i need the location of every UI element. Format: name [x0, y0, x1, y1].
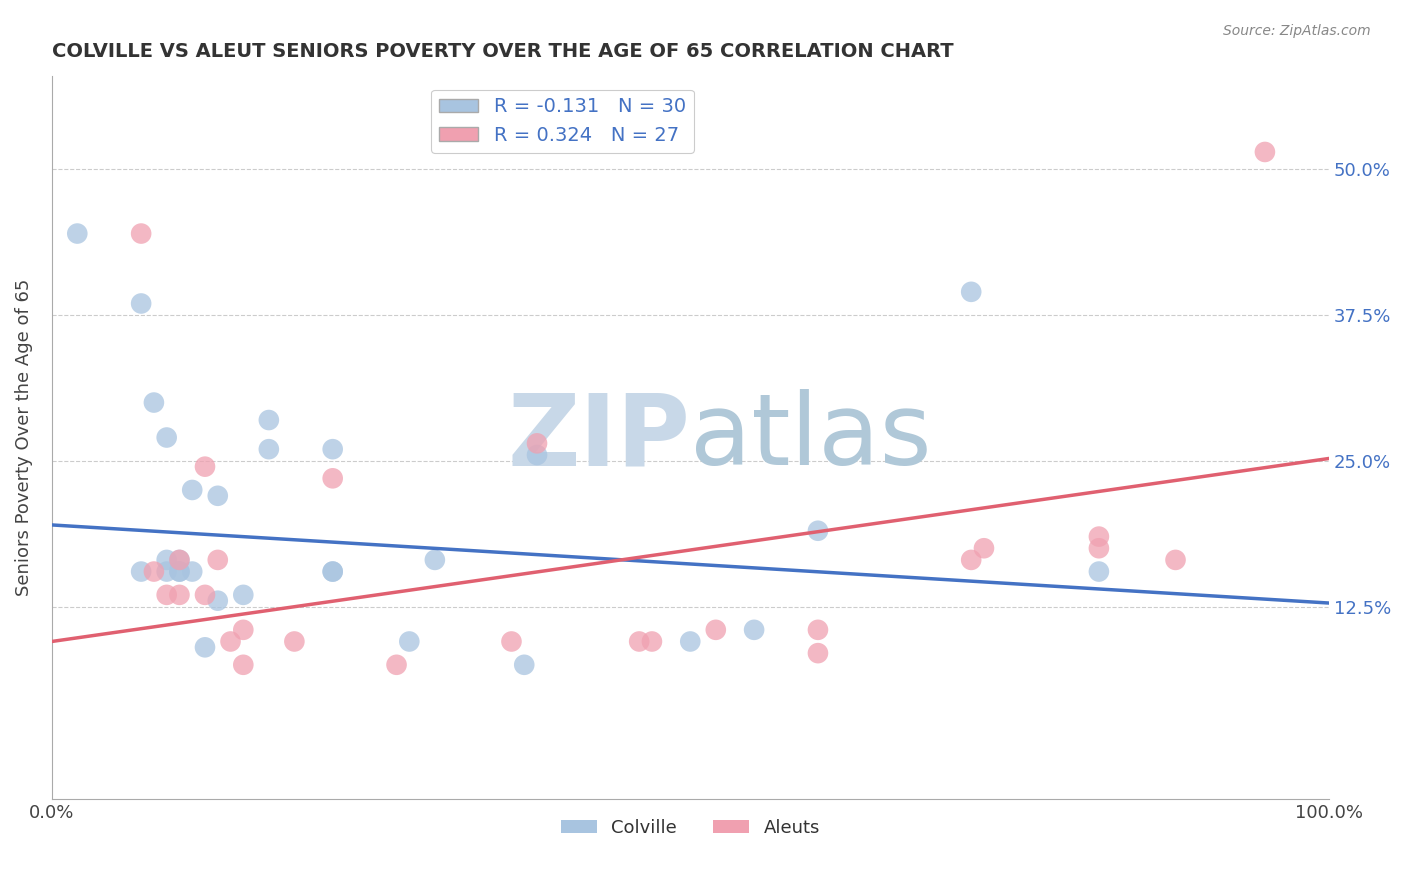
Point: [181, 483, 204, 497]
Point: [142, 395, 165, 409]
Point: [169, 553, 191, 567]
Point: [181, 565, 204, 579]
Point: [156, 565, 179, 579]
Point: [960, 285, 983, 299]
Point: [219, 634, 242, 648]
Point: [156, 588, 179, 602]
Point: [960, 553, 983, 567]
Point: [526, 448, 548, 462]
Point: [501, 634, 523, 648]
Point: [973, 541, 995, 556]
Point: [232, 588, 254, 602]
Point: [385, 657, 408, 672]
Point: [169, 553, 191, 567]
Point: [423, 553, 446, 567]
Point: [322, 565, 344, 579]
Point: [704, 623, 727, 637]
Point: [1164, 553, 1187, 567]
Point: [156, 430, 179, 444]
Text: COLVILLE VS ALEUT SENIORS POVERTY OVER THE AGE OF 65 CORRELATION CHART: COLVILLE VS ALEUT SENIORS POVERTY OVER T…: [52, 42, 953, 61]
Point: [322, 565, 344, 579]
Point: [156, 553, 179, 567]
Point: [257, 442, 280, 457]
Point: [207, 593, 229, 607]
Point: [232, 623, 254, 637]
Point: [526, 436, 548, 450]
Point: [1088, 541, 1111, 556]
Point: [679, 634, 702, 648]
Point: [1088, 565, 1111, 579]
Point: [322, 471, 344, 485]
Point: [322, 442, 344, 457]
Point: [169, 565, 191, 579]
Point: [807, 646, 830, 660]
Text: Source: ZipAtlas.com: Source: ZipAtlas.com: [1223, 24, 1371, 38]
Point: [129, 565, 152, 579]
Point: [641, 634, 664, 648]
Point: [257, 413, 280, 427]
Legend: Colville, Aleuts: Colville, Aleuts: [554, 812, 827, 844]
Point: [194, 640, 217, 655]
Point: [207, 553, 229, 567]
Point: [1254, 145, 1277, 159]
Text: atlas: atlas: [690, 389, 932, 486]
Point: [513, 657, 536, 672]
Point: [1088, 530, 1111, 544]
Point: [194, 588, 217, 602]
Point: [232, 657, 254, 672]
Point: [169, 588, 191, 602]
Point: [628, 634, 651, 648]
Point: [129, 227, 152, 241]
Text: ZIP: ZIP: [508, 389, 690, 486]
Point: [142, 565, 165, 579]
Point: [169, 565, 191, 579]
Point: [398, 634, 420, 648]
Point: [129, 296, 152, 310]
Point: [807, 623, 830, 637]
Y-axis label: Seniors Poverty Over the Age of 65: Seniors Poverty Over the Age of 65: [15, 279, 32, 596]
Point: [807, 524, 830, 538]
Point: [66, 227, 89, 241]
Point: [283, 634, 305, 648]
Point: [742, 623, 765, 637]
Point: [194, 459, 217, 474]
Point: [207, 489, 229, 503]
